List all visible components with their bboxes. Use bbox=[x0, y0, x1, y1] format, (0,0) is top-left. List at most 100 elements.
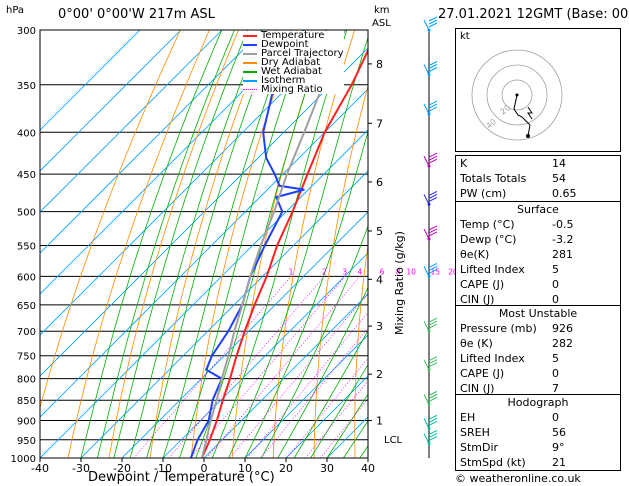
legend-swatch bbox=[243, 70, 257, 73]
hodograph-ring bbox=[471, 49, 563, 141]
pressure-tick-label: 650 bbox=[17, 301, 36, 312]
km-tick-label: 2 bbox=[376, 368, 383, 381]
hodograph-table-title: Hodograph bbox=[507, 396, 569, 409]
wind-barb bbox=[423, 414, 438, 429]
row-label: CAPE (J) bbox=[460, 367, 505, 380]
wet-adiabat-line bbox=[293, 329, 368, 458]
km-tick-label: 4 bbox=[376, 273, 383, 286]
wind-barb bbox=[423, 356, 438, 370]
wet-adiabat-line bbox=[228, 36, 368, 458]
isotherm-line bbox=[40, 129, 368, 458]
table-row: CIN (J) 0 bbox=[456, 292, 620, 307]
row-value: 0 bbox=[552, 367, 559, 380]
hodograph-end-point bbox=[526, 134, 530, 138]
legend-label: Parcel Trajectory bbox=[261, 47, 344, 59]
wet-adiabat-line bbox=[261, 224, 368, 458]
wind-barb bbox=[423, 317, 438, 332]
mixing-ratio-label: 1 bbox=[289, 267, 294, 276]
row-label: Lifted Index bbox=[460, 352, 525, 365]
legend-item: Isotherm bbox=[243, 75, 344, 85]
asl-unit-label: ASL bbox=[372, 18, 391, 29]
hodograph-panel: 20 40 kt bbox=[455, 28, 621, 152]
row-value: 5 bbox=[552, 263, 559, 276]
pressure-tick-label: 1000 bbox=[11, 454, 36, 465]
wet-adiabat-line bbox=[179, 30, 309, 458]
km-tick-label: 6 bbox=[376, 176, 383, 189]
wet-adiabat-line bbox=[310, 364, 368, 458]
lcl-label: LCL bbox=[384, 435, 403, 446]
temperature-tick-label: -30 bbox=[72, 462, 90, 475]
row-value: -0.5 bbox=[552, 218, 574, 231]
temperature-tick-label: 0 bbox=[201, 462, 208, 475]
isotherm-line bbox=[40, 30, 182, 172]
km-tick-label: 1 bbox=[376, 415, 383, 428]
pressure-tick-label: 300 bbox=[17, 26, 36, 37]
row-value: 56 bbox=[552, 426, 566, 439]
isotherm-line bbox=[40, 30, 141, 131]
dewpoint-line bbox=[189, 30, 305, 458]
wet-adiabat-line bbox=[129, 30, 262, 458]
table-row: SREH 56 bbox=[456, 425, 620, 440]
row-value: 54 bbox=[552, 172, 566, 185]
isotherm-line bbox=[40, 30, 305, 295]
temperature-tick-label: 10 bbox=[238, 462, 252, 475]
dry-adiabat-line bbox=[67, 30, 210, 458]
hodograph-trace bbox=[513, 94, 531, 137]
table-row: Temp (°C) -0.5 bbox=[456, 217, 620, 232]
pressure-tick-label: 400 bbox=[17, 128, 36, 139]
row-label: K bbox=[460, 157, 468, 170]
pressure-tick-label: 950 bbox=[17, 436, 36, 447]
pressure-tick-label: 450 bbox=[17, 170, 36, 181]
wind-barb bbox=[423, 152, 438, 167]
km-unit-label: km bbox=[374, 5, 390, 16]
table-row: Totals Totals 54 bbox=[456, 171, 620, 186]
row-value: 9° bbox=[552, 441, 565, 454]
wind-barb bbox=[423, 100, 438, 115]
temperature-tick-label: 20 bbox=[279, 462, 293, 475]
mixing-ratio-line bbox=[190, 276, 346, 458]
wind-barb bbox=[423, 390, 438, 405]
wet-adiabat-line bbox=[146, 30, 277, 458]
table-row: θe(K) 281 bbox=[456, 247, 620, 262]
temperature-tick-label: -40 bbox=[31, 462, 49, 475]
mixing-ratio-label: 4 bbox=[358, 267, 363, 276]
row-label: Pressure (mb) bbox=[460, 322, 537, 335]
row-label: Lifted Index bbox=[460, 263, 525, 276]
row-value: 21 bbox=[552, 456, 566, 469]
wind-barb bbox=[423, 16, 438, 31]
table-row: θe (K) 282 bbox=[456, 336, 620, 351]
isotherm-line bbox=[40, 30, 264, 254]
mixing-ratio-label: 2 bbox=[322, 267, 327, 276]
table-row: Lifted Index 5 bbox=[456, 351, 620, 366]
mixing-ratio-label: 15 bbox=[431, 267, 441, 276]
row-value: 0.65 bbox=[552, 187, 577, 200]
pressure-tick-label: 350 bbox=[17, 81, 36, 92]
isotherm-line bbox=[244, 334, 368, 458]
legend-label: Dry Adiabat bbox=[261, 56, 321, 68]
dry-adiabat-line bbox=[313, 84, 368, 458]
legend-swatch bbox=[243, 61, 257, 64]
mixing-ratio-line bbox=[286, 357, 368, 458]
row-label: Temp (°C) bbox=[460, 218, 515, 231]
isotherm-line bbox=[40, 47, 368, 377]
legend-item: Wet Adiabat bbox=[243, 66, 344, 76]
hodograph-unit: kt bbox=[460, 31, 470, 42]
storm-motion-marker bbox=[527, 106, 533, 120]
row-label: SREH bbox=[460, 426, 490, 439]
row-label: CIN (J) bbox=[460, 382, 495, 395]
row-value: 0 bbox=[552, 411, 559, 424]
isotherm-line bbox=[121, 211, 368, 458]
wind-barb bbox=[423, 430, 438, 444]
mixing-ratio-label: 10 bbox=[406, 267, 416, 276]
hodograph-table-panel: Hodograph EH 0 SREH 56 StmDir 9° StmSpd (kt) 21 bbox=[455, 394, 621, 471]
table-row: CIN (J) 7 bbox=[456, 381, 620, 396]
row-label: StmSpd (kt) bbox=[460, 456, 526, 469]
wet-adiabat-line bbox=[211, 30, 348, 458]
row-value: 5 bbox=[552, 352, 559, 365]
wet-adiabat-line bbox=[277, 286, 368, 458]
row-value: 7 bbox=[552, 382, 559, 395]
table-row: CAPE (J) 0 bbox=[456, 366, 620, 381]
table-row: EH 0 bbox=[456, 410, 620, 425]
